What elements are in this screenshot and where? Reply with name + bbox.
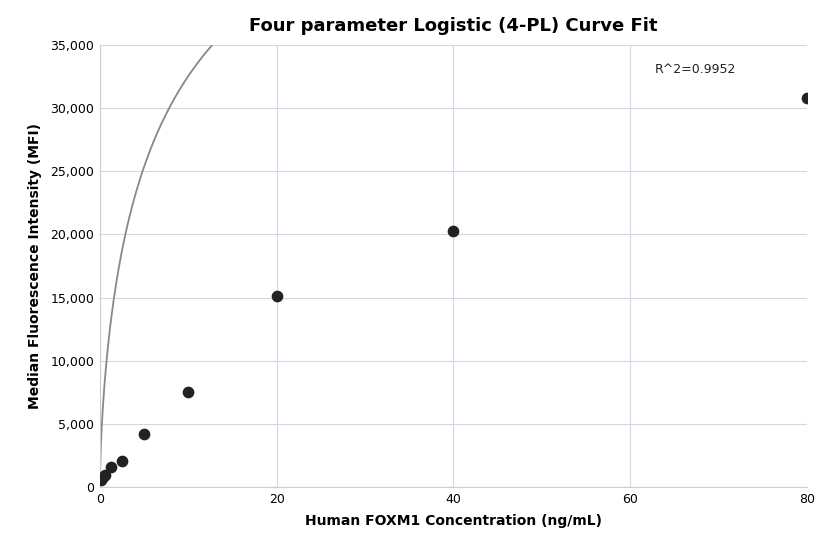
X-axis label: Human FOXM1 Concentration (ng/mL): Human FOXM1 Concentration (ng/mL) [305,514,602,528]
Point [137,430,151,438]
Point [96,473,109,482]
Point [99,470,112,479]
Point [95,475,108,484]
Point [181,388,195,397]
Point [116,456,129,465]
Title: Four parameter Logistic (4-PL) Curve Fit: Four parameter Logistic (4-PL) Curve Fit [250,17,657,35]
Y-axis label: Median Fluorescence Intensity (MFI): Median Fluorescence Intensity (MFI) [28,123,42,409]
Text: R^2=0.9952: R^2=0.9952 [655,63,736,76]
Point [104,463,117,472]
Point [447,226,460,235]
Point [270,292,283,301]
Point [800,94,814,102]
